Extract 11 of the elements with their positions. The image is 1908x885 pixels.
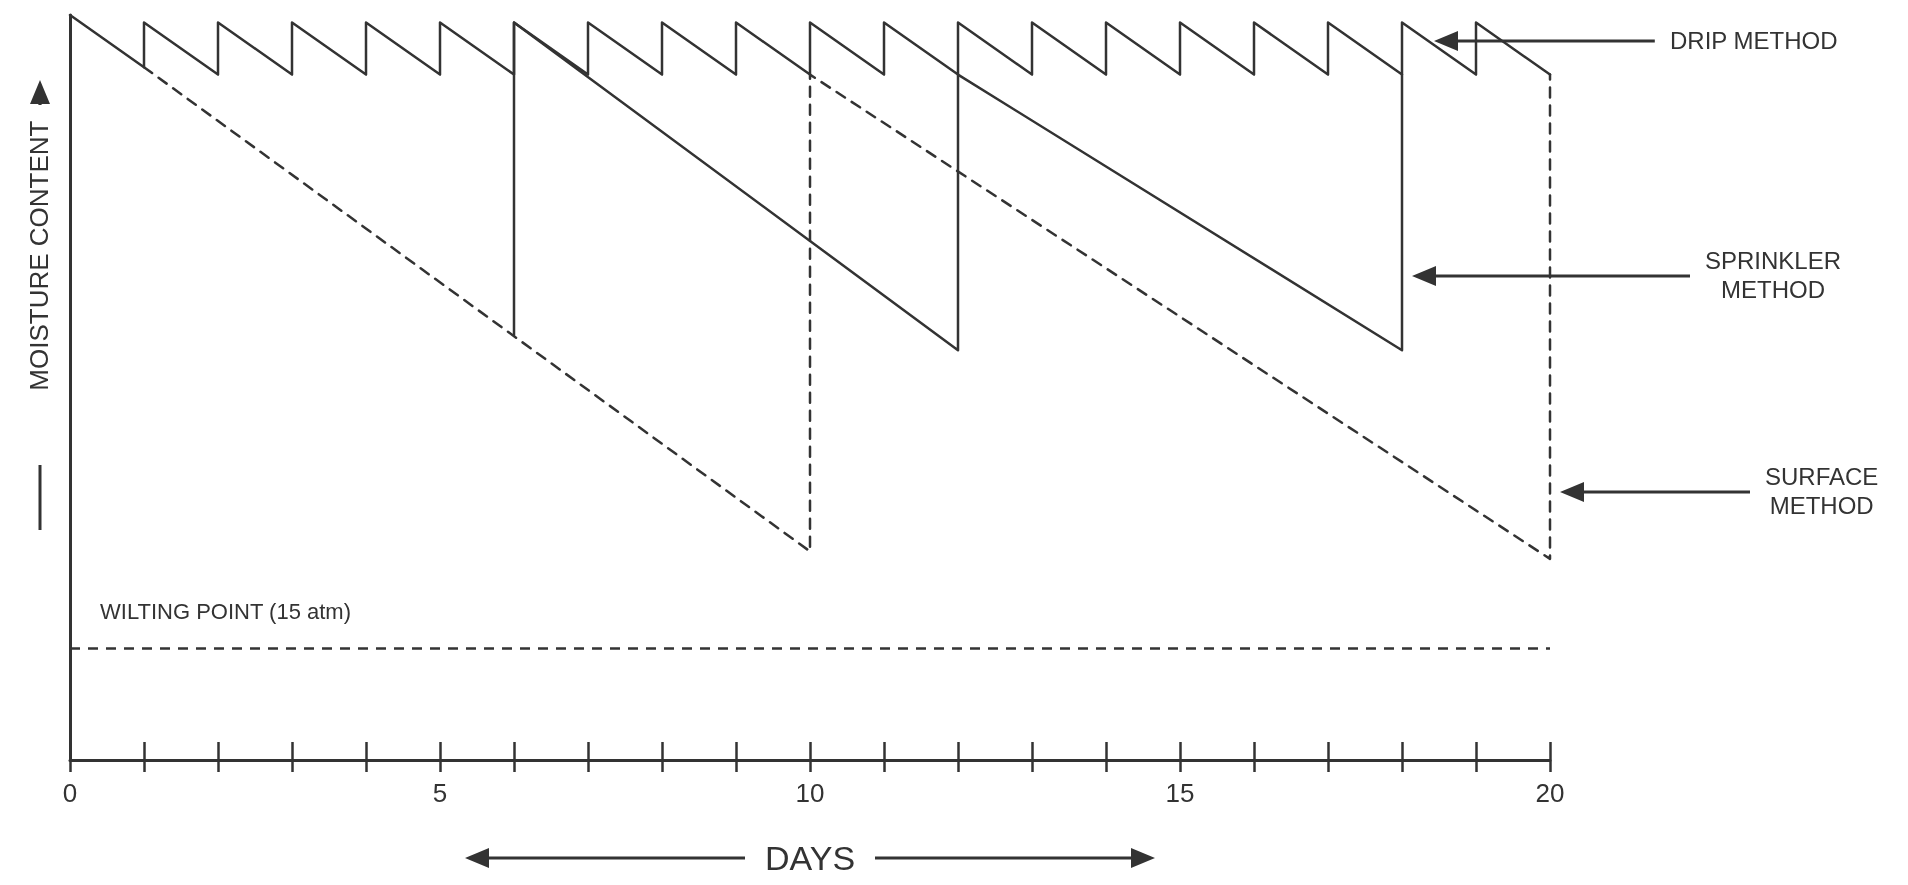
y-axis-title: MOISTURE CONTENT [24,120,56,391]
x-axis-title: DAYS [765,837,856,879]
text: DRIP METHOD [1670,26,1838,56]
text: SPRINKLER METHOD [1705,246,1842,305]
text: SURFACE METHOD [1765,462,1879,521]
ref-line-label: WILTING POINT (15 atm) [100,599,351,626]
x-tick-label: 5 [432,778,448,808]
x-tick-label: 0 [62,778,78,808]
x-tick-label: 20 [1535,778,1565,808]
x-tick-label: 15 [1165,778,1195,808]
x-tick-label: 10 [795,778,825,808]
